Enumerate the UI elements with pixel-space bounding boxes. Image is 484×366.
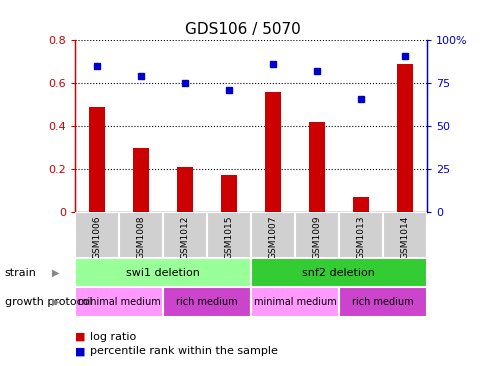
Bar (251, 212, 294, 258)
Text: GSM1012: GSM1012 (180, 216, 189, 259)
Bar (294, 212, 338, 258)
Bar (352, 197, 368, 212)
Text: GSM1014: GSM1014 (399, 216, 408, 259)
Text: GSM1009: GSM1009 (312, 216, 321, 259)
Bar (338, 287, 426, 317)
Text: growth protocol: growth protocol (5, 297, 92, 307)
Text: strain: strain (5, 268, 37, 278)
Text: GSM1013: GSM1013 (356, 216, 364, 259)
Bar (338, 212, 382, 258)
Bar (382, 212, 426, 258)
Text: GSM1015: GSM1015 (224, 216, 233, 259)
Bar (265, 92, 280, 212)
Bar (75, 287, 163, 317)
Bar (75, 258, 251, 287)
Bar (251, 258, 426, 287)
Text: GSM1006: GSM1006 (92, 216, 102, 259)
Bar (207, 212, 251, 258)
Bar (221, 175, 236, 212)
Text: minimal medium: minimal medium (253, 297, 335, 307)
Text: rich medium: rich medium (351, 297, 413, 307)
Text: minimal medium: minimal medium (77, 297, 160, 307)
Text: ▶: ▶ (52, 268, 60, 278)
Text: GSM1008: GSM1008 (136, 216, 145, 259)
Bar (163, 287, 251, 317)
Bar (75, 212, 119, 258)
Text: snf2 deletion: snf2 deletion (302, 268, 375, 278)
Bar (396, 64, 412, 212)
Bar (177, 167, 192, 212)
Text: GSM1007: GSM1007 (268, 216, 277, 259)
Bar (309, 122, 324, 212)
Bar (133, 148, 149, 212)
Text: rich medium: rich medium (176, 297, 237, 307)
Text: GDS106 / 5070: GDS106 / 5070 (184, 22, 300, 37)
Bar (119, 212, 163, 258)
Bar (163, 212, 207, 258)
Text: swi1 deletion: swi1 deletion (126, 268, 199, 278)
Text: ▶: ▶ (52, 297, 60, 307)
Bar (89, 107, 105, 212)
Text: ■: ■ (75, 332, 86, 342)
Text: percentile rank within the sample: percentile rank within the sample (90, 346, 277, 356)
Bar (251, 287, 338, 317)
Text: ■: ■ (75, 346, 86, 356)
Text: log ratio: log ratio (90, 332, 136, 342)
